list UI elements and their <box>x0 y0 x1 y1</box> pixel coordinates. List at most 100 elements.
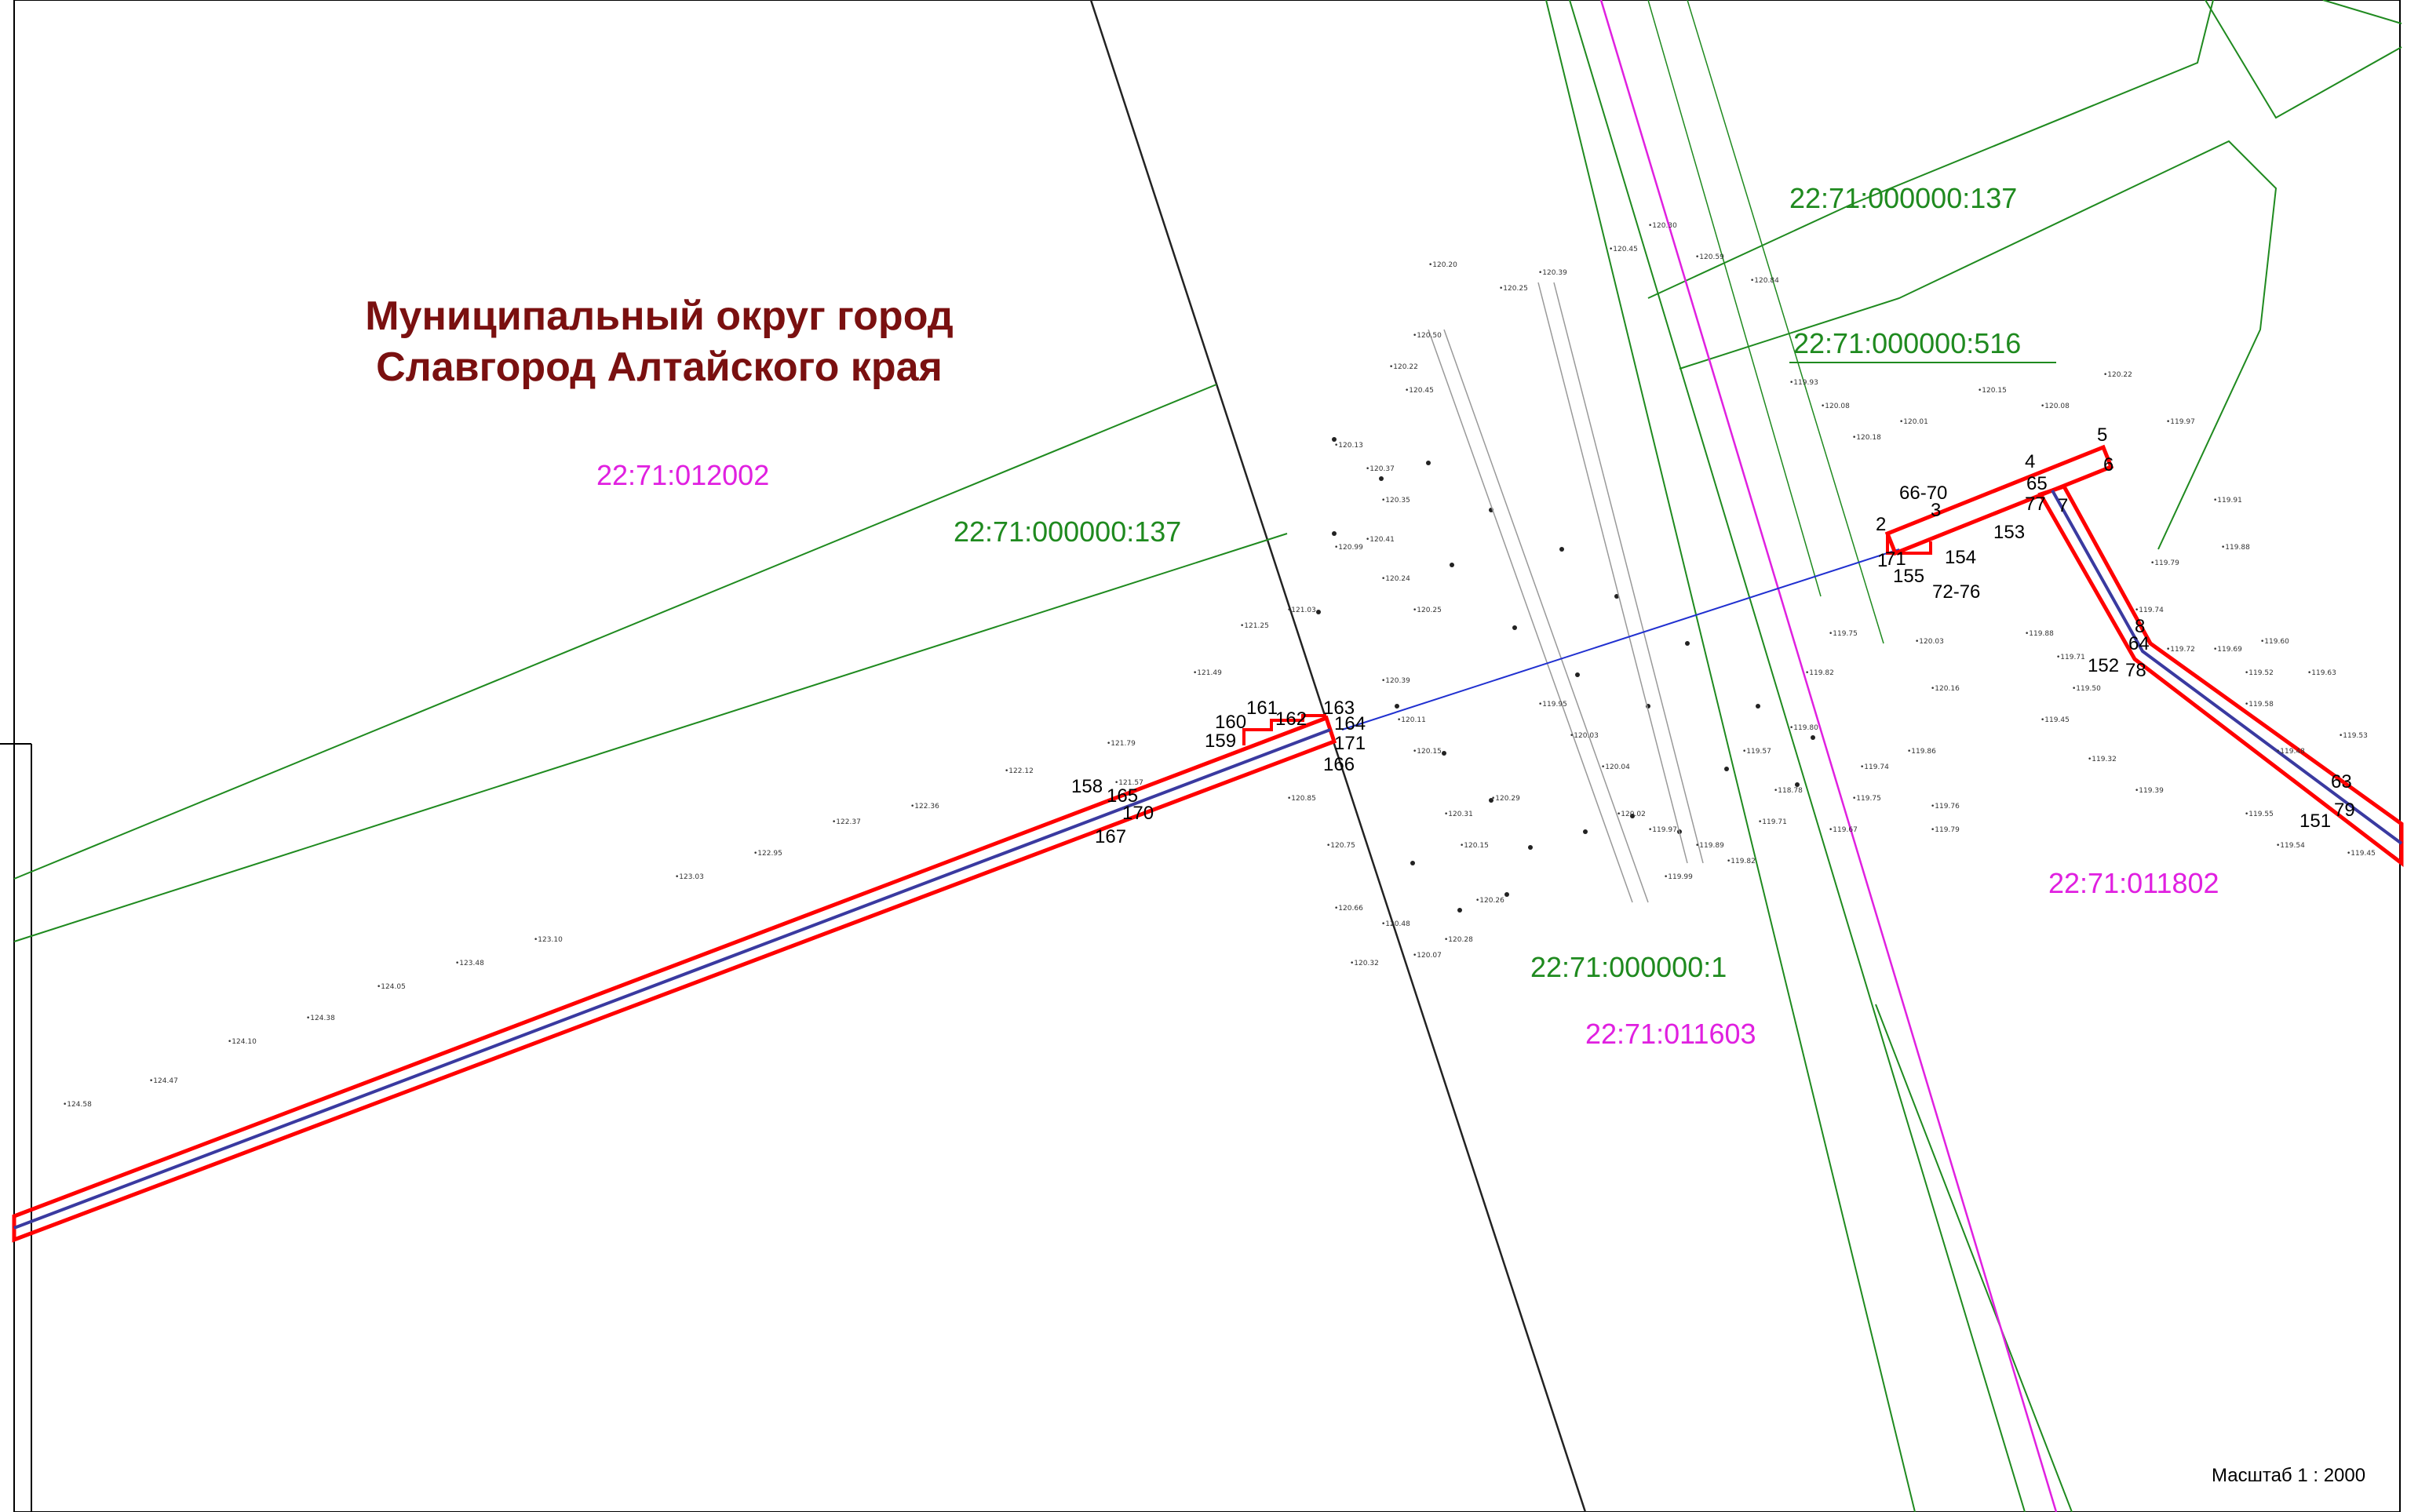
elevation-mark: •121.49 <box>1193 669 1222 677</box>
elevation-mark: •119.67 <box>1829 826 1858 834</box>
elevation-mark: •119.45 <box>2041 716 2070 724</box>
elevation-mark: •119.60 <box>2260 638 2289 646</box>
elevation-mark: •120.25 <box>1413 607 1442 614</box>
elevation-mark: •119.54 <box>2276 842 2305 850</box>
elevation-mark: •119.50 <box>2072 685 2101 693</box>
elevation-mark: •124.58 <box>63 1101 92 1109</box>
elevation-mark: •123.03 <box>675 873 704 881</box>
elevation-mark: •122.36 <box>910 803 939 811</box>
elevation-mark: •120.35 <box>1381 497 1410 505</box>
elevation-mark: •119.53 <box>2339 732 2368 740</box>
point-label: 4 <box>2025 451 2035 472</box>
cadastral-label-011802: 22:71:011802 <box>2048 867 2219 899</box>
elevation-mark: •120.29 <box>1491 795 1520 803</box>
elevation-mark: •119.72 <box>2166 646 2195 654</box>
cadastral-label-137-left: 22:71:000000:137 <box>954 516 1181 548</box>
elevation-mark: •119.57 <box>1742 748 1771 756</box>
elevation-mark: •121.57 <box>1114 779 1143 787</box>
parcel-right-outline <box>2205 0 2402 118</box>
elevation-mark: •120.30 <box>1648 222 1677 230</box>
elevation-mark: •120.39 <box>1381 677 1410 685</box>
point-label: 72-76 <box>1932 581 1980 603</box>
parcel-right-outline-2 <box>2323 0 2402 24</box>
elevation-mark: •120.85 <box>1287 795 1316 803</box>
point-label: 6 <box>2103 454 2113 475</box>
elevation-mark: •120.07 <box>1413 952 1442 960</box>
elevation-mark: •120.37 <box>1366 465 1395 473</box>
point-label: 78 <box>2125 660 2146 681</box>
point-label: 5 <box>2097 424 2107 446</box>
elevation-mark: •119.75 <box>1829 630 1858 638</box>
point-label: 7 <box>2058 495 2068 516</box>
elevation-mark: •119.55 <box>2245 811 2274 818</box>
point-label: 170 <box>1122 803 1154 824</box>
elevation-mark: •118.78 <box>1774 787 1803 795</box>
elevation-mark: •119.58 <box>2245 701 2274 709</box>
elevation-mark: •120.99 <box>1334 544 1363 552</box>
elevation-mark: •119.91 <box>2213 497 2242 505</box>
elevation-mark: •119.88 <box>2221 544 2250 552</box>
scale-label: Масштаб 1 : 2000 <box>2212 1465 2365 1486</box>
elevation-mark: •123.48 <box>455 960 484 967</box>
elevation-mark: •120.11 <box>1397 716 1426 724</box>
cadastral-label-516: 22:71:000000:516 <box>1793 327 2021 359</box>
point-label: 155 <box>1893 566 1924 587</box>
elevation-mark: •122.95 <box>753 850 782 858</box>
elevation-mark: •119.63 <box>2307 669 2336 677</box>
elevation-mark: •120.15 <box>1413 748 1442 756</box>
elevation-mark: •120.84 <box>1750 277 1779 285</box>
elevation-mark: •120.15 <box>1978 387 2007 395</box>
road-green-2 <box>1570 0 2025 1512</box>
elevation-mark: •119.48 <box>2276 748 2305 756</box>
elevation-mark: •119.82 <box>1727 858 1756 865</box>
point-label: 167 <box>1095 826 1126 847</box>
elevation-mark: •119.99 <box>1664 873 1693 881</box>
point-label: 153 <box>1993 522 2025 543</box>
elevation-mark: •120.18 <box>1852 434 1881 442</box>
parcel-137-lower-edge <box>14 534 1287 942</box>
title-line-2: Славгород Алтайского края <box>376 344 943 390</box>
road-green-4 <box>1687 0 1884 643</box>
point-label: 158 <box>1071 776 1103 797</box>
elevation-mark: •120.26 <box>1475 897 1504 905</box>
elevation-mark: •120.03 <box>1915 638 1944 646</box>
road-green-5 <box>1876 1004 2072 1512</box>
point-label: 154 <box>1945 547 1976 568</box>
road-green-3 <box>1648 0 1821 596</box>
elevation-mark: •121.79 <box>1107 740 1136 748</box>
elevation-mark: •124.38 <box>306 1015 335 1022</box>
elevation-mark: •120.25 <box>1499 285 1528 293</box>
elevation-mark: •119.97 <box>2166 418 2195 426</box>
cadastral-label-011603: 22:71:011603 <box>1585 1018 1756 1050</box>
elevation-mark: •119.89 <box>1695 842 1724 850</box>
elevation-mark: •120.32 <box>1350 960 1379 967</box>
elevation-mark: •120.04 <box>1601 763 1630 771</box>
point-label: 160 <box>1215 712 1246 733</box>
elevation-mark: •120.22 <box>1389 363 1418 371</box>
point-label: 65 <box>2026 473 2048 494</box>
point-label: 164 <box>1334 713 1366 734</box>
point-label: 63 <box>2331 771 2352 792</box>
elevation-mark: •124.05 <box>377 983 406 991</box>
point-label: 3 <box>1931 500 1941 521</box>
cadastral-label-000000-1: 22:71:000000:1 <box>1530 951 1727 983</box>
elevation-mark: •120.59 <box>1695 253 1724 261</box>
elevation-mark: •120.16 <box>1931 685 1960 693</box>
elevation-mark: •120.45 <box>1405 387 1434 395</box>
elevation-mark: •121.03 <box>1287 607 1316 614</box>
elevation-mark: •119.80 <box>1789 724 1818 732</box>
map-frame <box>14 0 2400 1512</box>
elevation-mark: •119.71 <box>2056 654 2085 661</box>
elevation-mark: •119.79 <box>2150 559 2179 567</box>
point-label: 162 <box>1275 709 1307 730</box>
elevation-mark: •120.66 <box>1334 905 1363 913</box>
elevation-mark: •119.75 <box>1852 795 1881 803</box>
elevation-mark: •119.74 <box>2135 607 2164 614</box>
elevation-mark: •120.31 <box>1444 811 1473 818</box>
point-label: 171 <box>1334 733 1366 754</box>
point-label: 77 <box>2025 494 2046 515</box>
elevation-mark: •119.82 <box>1805 669 1834 677</box>
elevation-mark: •119.39 <box>2135 787 2164 795</box>
point-label: 152 <box>2088 655 2119 676</box>
elevation-mark: •119.79 <box>1931 826 1960 834</box>
